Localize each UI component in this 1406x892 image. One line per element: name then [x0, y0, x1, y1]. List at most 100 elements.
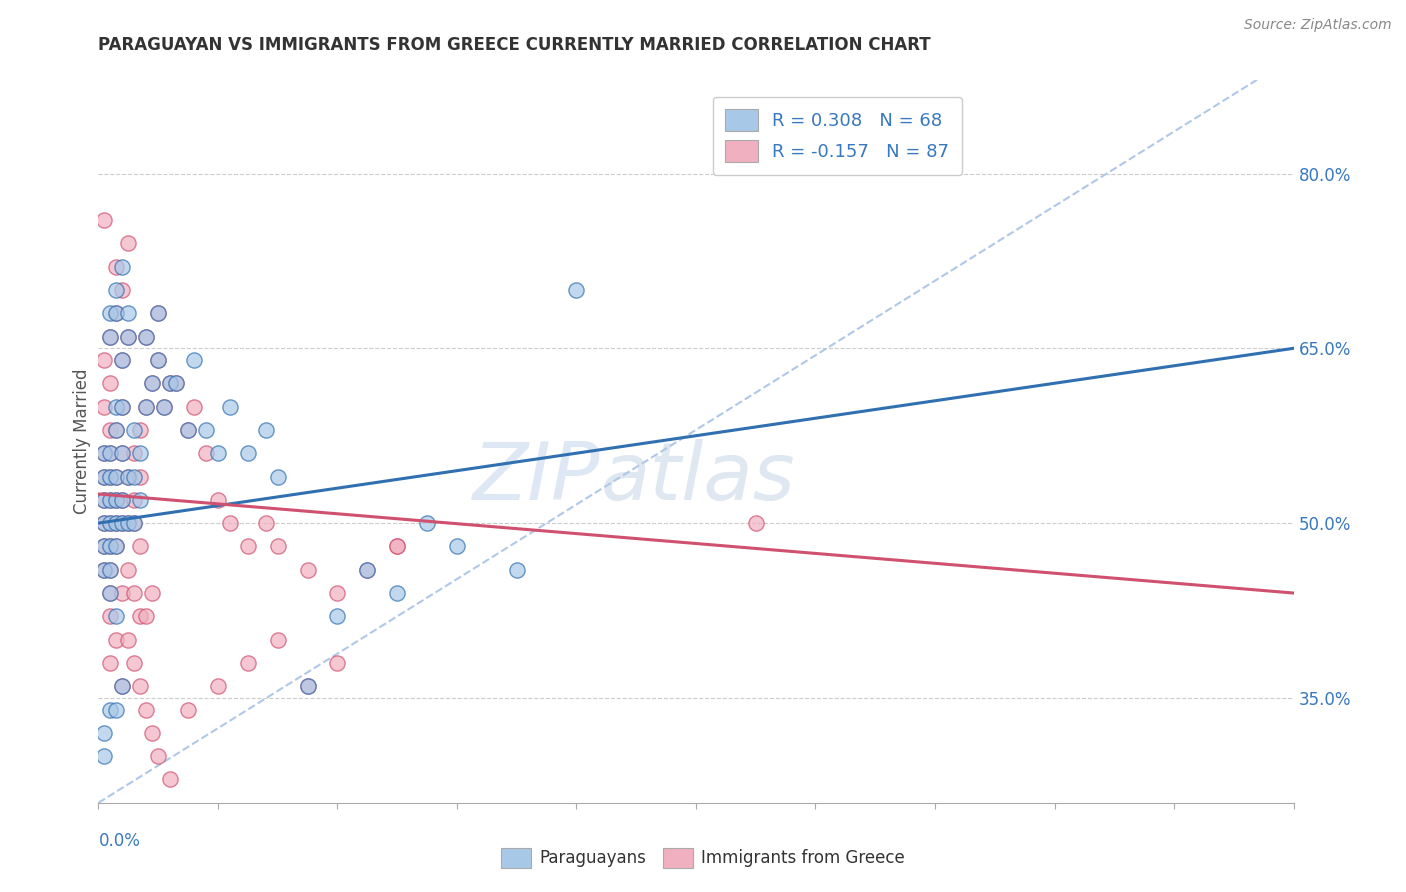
- Point: [124, 423, 146, 437]
- Point: [93, 540, 115, 554]
- Point: [111, 679, 134, 693]
- Point: [93, 469, 115, 483]
- Point: [254, 516, 277, 530]
- Point: [117, 306, 139, 320]
- Point: [93, 353, 115, 368]
- Point: [105, 400, 128, 414]
- Point: [129, 679, 152, 693]
- Point: [124, 516, 146, 530]
- Point: [207, 492, 229, 507]
- Point: [124, 469, 146, 483]
- Text: PARAGUAYAN VS IMMIGRANTS FROM GREECE CURRENTLY MARRIED CORRELATION CHART: PARAGUAYAN VS IMMIGRANTS FROM GREECE CUR…: [98, 36, 931, 54]
- Point: [98, 469, 122, 483]
- Point: [111, 446, 134, 460]
- Point: [117, 469, 139, 483]
- Point: [111, 516, 134, 530]
- Point: [98, 609, 122, 624]
- Point: [105, 283, 128, 297]
- Point: [111, 516, 134, 530]
- Text: 0.0%: 0.0%: [98, 831, 141, 850]
- Point: [98, 423, 122, 437]
- Point: [267, 540, 290, 554]
- Legend: Paraguayans, Immigrants from Greece: Paraguayans, Immigrants from Greece: [495, 841, 911, 875]
- Point: [141, 586, 163, 600]
- Point: [111, 492, 134, 507]
- Point: [93, 749, 115, 764]
- Point: [117, 329, 139, 343]
- Point: [326, 586, 349, 600]
- Point: [111, 400, 134, 414]
- Point: [98, 702, 122, 716]
- Point: [129, 469, 152, 483]
- Point: [98, 516, 122, 530]
- Point: [129, 609, 152, 624]
- Legend: R = 0.308   N = 68, R = -0.157   N = 87: R = 0.308 N = 68, R = -0.157 N = 87: [713, 96, 962, 175]
- Point: [98, 446, 122, 460]
- Point: [129, 492, 152, 507]
- Point: [148, 306, 170, 320]
- Point: [254, 423, 277, 437]
- Point: [93, 492, 115, 507]
- Text: ZIP: ZIP: [472, 439, 600, 516]
- Point: [129, 423, 152, 437]
- Point: [93, 726, 115, 740]
- Point: [141, 376, 163, 391]
- Point: [93, 446, 115, 460]
- Point: [148, 353, 170, 368]
- Point: [98, 329, 122, 343]
- Point: [297, 679, 319, 693]
- Point: [105, 306, 128, 320]
- Point: [105, 540, 128, 554]
- Point: [93, 492, 115, 507]
- Text: atlas: atlas: [600, 439, 796, 516]
- Point: [153, 400, 176, 414]
- Point: [416, 516, 439, 530]
- Point: [105, 469, 128, 483]
- Point: [105, 516, 128, 530]
- Point: [159, 772, 181, 787]
- Point: [105, 260, 128, 274]
- Point: [105, 492, 128, 507]
- Point: [111, 679, 134, 693]
- Point: [93, 563, 115, 577]
- Point: [129, 540, 152, 554]
- Point: [385, 586, 409, 600]
- Point: [236, 656, 259, 670]
- Point: [165, 376, 187, 391]
- Point: [98, 492, 122, 507]
- Point: [124, 656, 146, 670]
- Point: [506, 563, 529, 577]
- Point: [135, 329, 157, 343]
- Text: Source: ZipAtlas.com: Source: ZipAtlas.com: [1244, 18, 1392, 32]
- Point: [93, 516, 115, 530]
- Point: [385, 540, 409, 554]
- Point: [219, 516, 242, 530]
- Point: [98, 376, 122, 391]
- Point: [236, 446, 259, 460]
- Point: [135, 329, 157, 343]
- Point: [159, 376, 181, 391]
- Point: [105, 423, 128, 437]
- Point: [297, 563, 319, 577]
- Point: [111, 260, 134, 274]
- Point: [195, 423, 218, 437]
- Point: [148, 749, 170, 764]
- Point: [111, 446, 134, 460]
- Point: [153, 400, 176, 414]
- Point: [177, 423, 200, 437]
- Point: [183, 400, 205, 414]
- Point: [98, 586, 122, 600]
- Point: [124, 516, 146, 530]
- Point: [117, 516, 139, 530]
- Point: [183, 353, 205, 368]
- Point: [117, 632, 139, 647]
- Point: [124, 446, 146, 460]
- Point: [93, 563, 115, 577]
- Point: [565, 283, 588, 297]
- Point: [236, 540, 259, 554]
- Point: [141, 726, 163, 740]
- Point: [111, 353, 134, 368]
- Point: [356, 563, 378, 577]
- Point: [98, 540, 122, 554]
- Point: [98, 469, 122, 483]
